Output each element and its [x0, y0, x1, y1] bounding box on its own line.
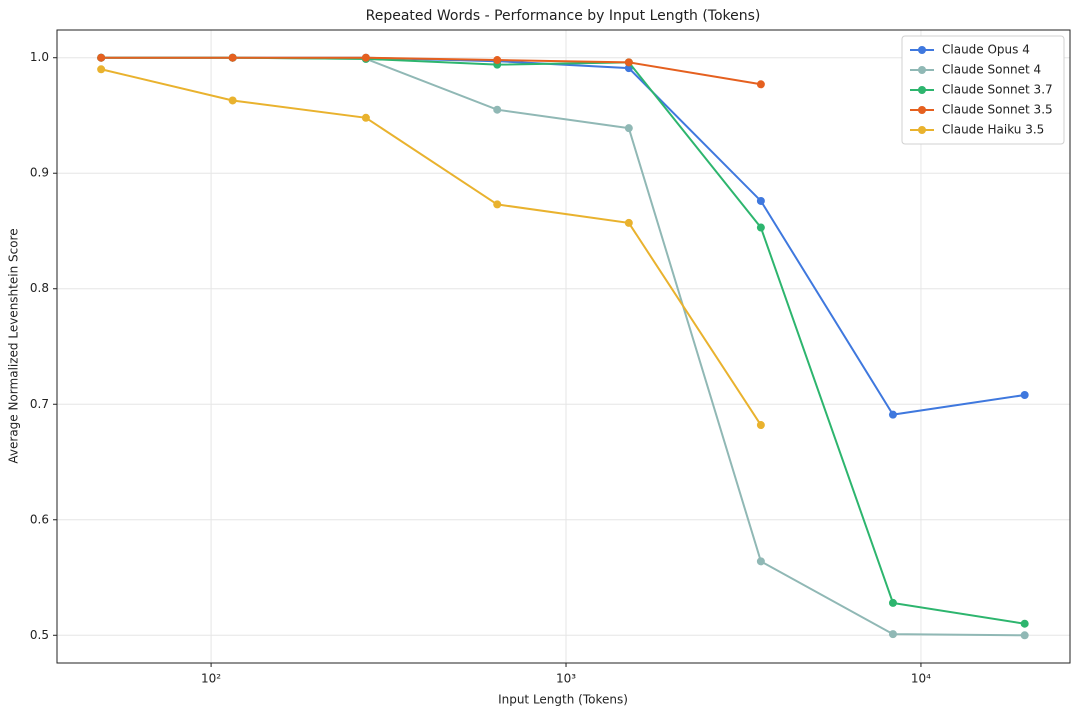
point	[624, 58, 633, 67]
legend-label: Claude Sonnet 4	[942, 63, 1041, 77]
point	[97, 53, 106, 62]
x-tick-label: 10³	[556, 672, 576, 686]
legend-marker	[918, 126, 926, 134]
y-tick-label: 0.5	[30, 628, 49, 642]
point	[624, 218, 633, 227]
legend-label: Claude Sonnet 3.7	[942, 83, 1053, 97]
y-tick-label: 0.9	[30, 166, 49, 180]
point	[624, 124, 633, 133]
y-axis-label: Average Normalized Levenshtein Score	[7, 228, 21, 463]
point	[888, 598, 897, 607]
point	[493, 105, 502, 114]
point	[1020, 391, 1029, 400]
point	[493, 56, 502, 65]
line	[101, 56, 762, 86]
legend-marker	[918, 106, 926, 114]
y-tick-label: 1.0	[30, 50, 49, 64]
chart-title: Repeated Words - Performance by Input Le…	[366, 8, 761, 24]
line	[100, 68, 762, 426]
point	[756, 80, 765, 89]
point	[361, 53, 370, 62]
point	[756, 223, 765, 232]
point	[756, 421, 765, 430]
y-tick-label: 0.6	[30, 512, 49, 526]
legend-label: Claude Opus 4	[942, 43, 1030, 57]
point	[361, 113, 370, 122]
point	[1020, 631, 1029, 640]
point	[888, 410, 897, 419]
legend-label: Claude Sonnet 3.5	[942, 103, 1053, 117]
legend-marker	[918, 46, 926, 54]
point	[1020, 619, 1029, 628]
point	[228, 96, 237, 105]
point	[888, 630, 897, 639]
x-tick-label: 10⁴	[911, 672, 931, 686]
point	[493, 200, 502, 209]
legend-marker	[918, 86, 926, 94]
y-tick-label: 0.8	[30, 281, 49, 295]
legend: Claude Opus 4 Claude Sonnet 4 Claude Sonne…	[901, 35, 1065, 145]
point	[97, 65, 106, 74]
legend-marker	[918, 66, 926, 74]
point	[756, 196, 765, 205]
legend-label: Claude Haiku 3.5	[942, 123, 1044, 137]
y-tick-label: 0.7	[30, 397, 49, 411]
plot-frame	[56, 29, 1071, 664]
point	[756, 557, 765, 566]
x-tick-label: 10²	[201, 672, 221, 686]
point	[228, 53, 237, 62]
legend-box	[901, 35, 1065, 145]
x-axis-label: Input Length (Tokens)	[498, 693, 628, 707]
